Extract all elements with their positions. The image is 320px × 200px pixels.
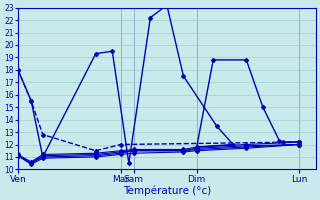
- X-axis label: Température (°c): Température (°c): [123, 185, 211, 196]
